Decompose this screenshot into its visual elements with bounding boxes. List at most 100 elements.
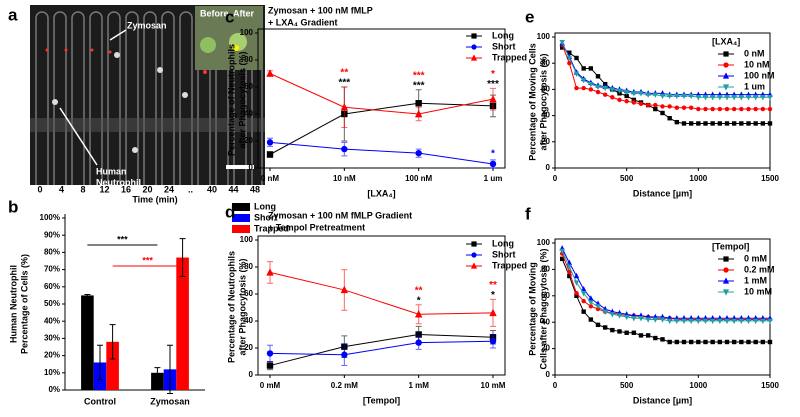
marker (341, 351, 348, 358)
error-bar (109, 324, 116, 360)
y-axis-label: Percentage of Cells (%) (19, 254, 29, 354)
x-tick-label: 500 (620, 381, 634, 390)
marker (753, 121, 758, 126)
legend-label: Long (254, 201, 276, 211)
marker (624, 93, 629, 99)
y-tick-label: 0 (249, 370, 254, 379)
marker (767, 339, 773, 345)
time-label: 12 (99, 184, 109, 194)
time-label: 4 (59, 184, 64, 194)
marker (340, 285, 349, 294)
marker (724, 121, 730, 126)
marker (767, 318, 773, 325)
legend-label: Long (492, 30, 514, 40)
time-label: .. (188, 184, 193, 194)
significance-label: * (491, 290, 495, 301)
marker (731, 106, 737, 112)
marker (722, 289, 730, 296)
marker (731, 95, 737, 101)
marker (653, 106, 658, 112)
series-line (269, 73, 494, 115)
bar (176, 257, 189, 390)
legend-label: 1 mM (744, 275, 767, 285)
scale-bar (226, 165, 254, 169)
neutrophil-label: Neutrophil (96, 177, 141, 187)
marker (580, 78, 587, 84)
panel-letter: b (8, 197, 18, 216)
legend-label: 100 nM (744, 70, 775, 80)
arrow (59, 107, 98, 166)
x-axis-label: Distance [µm] (633, 395, 692, 405)
marker (674, 105, 680, 110)
marker (709, 95, 716, 101)
y-axis-label: after Phagocytosis (%) (237, 258, 247, 355)
series-line (269, 102, 494, 155)
marker (688, 318, 694, 325)
marker (631, 100, 637, 105)
marker (767, 95, 773, 101)
marker (696, 106, 701, 112)
marker (660, 104, 665, 109)
marker (710, 339, 715, 345)
series-line (561, 43, 770, 96)
marker (652, 317, 659, 323)
marker (760, 121, 766, 126)
marker (659, 317, 666, 323)
panel-letter: d (225, 202, 235, 221)
panel-letter: a (8, 5, 18, 24)
marker (745, 318, 752, 325)
marker (489, 94, 497, 103)
marker (760, 95, 766, 101)
chart-title: + LXA₄ Gradient (268, 17, 338, 27)
marker (588, 87, 594, 92)
marker (723, 267, 729, 273)
marker (489, 160, 497, 168)
y-tick-label: 80 (541, 265, 550, 274)
time-label: 40 (207, 184, 217, 194)
y-tick-label: 80 (244, 262, 253, 271)
series-line (561, 42, 770, 98)
marker (414, 310, 423, 318)
y-tick-label: 0 (546, 163, 551, 172)
marker (266, 69, 274, 77)
marker (616, 313, 623, 319)
x-tick-label: 100 nM (405, 174, 432, 183)
y-tick-label: 40 (541, 317, 550, 326)
marker (588, 304, 594, 309)
band (30, 118, 265, 132)
marker (723, 51, 729, 57)
y-tick-label: 50% (44, 299, 60, 308)
marker (581, 309, 586, 314)
x-tick-label: 1000 (689, 174, 707, 183)
marker (717, 318, 723, 325)
marker (667, 116, 672, 121)
y-tick-label: 80 (244, 55, 253, 64)
y-tick-label: 60% (44, 282, 60, 291)
y-tick-label: 60 (244, 82, 253, 91)
legend-title: [Tempol] (712, 241, 749, 251)
significance-label: *** (413, 70, 425, 81)
microscopy-panel: Zymosan Human Neutrophil Before After (30, 5, 265, 187)
marker (760, 106, 766, 112)
significance-label: *** (413, 80, 425, 91)
y-tick-label: 60 (541, 291, 550, 300)
plot-frame (554, 32, 771, 169)
y-tick-label: 40 (244, 316, 253, 325)
marker (681, 121, 687, 126)
panel-letter: f (525, 204, 531, 223)
marker (703, 121, 708, 126)
series-line (269, 271, 494, 315)
marker (559, 40, 565, 46)
y-tick-label: 0 (249, 163, 254, 172)
error-bar (167, 344, 173, 394)
y-tick-label: 100% (40, 213, 60, 222)
x-tick-label: Zymosan (150, 396, 190, 406)
x-axis-label: [Tempol] (363, 395, 400, 405)
marker (588, 295, 594, 301)
marker (681, 105, 687, 110)
series-line (269, 333, 494, 367)
marker (595, 322, 601, 328)
series-line (269, 340, 494, 356)
legend-swatch (232, 203, 250, 211)
marker (631, 330, 637, 335)
